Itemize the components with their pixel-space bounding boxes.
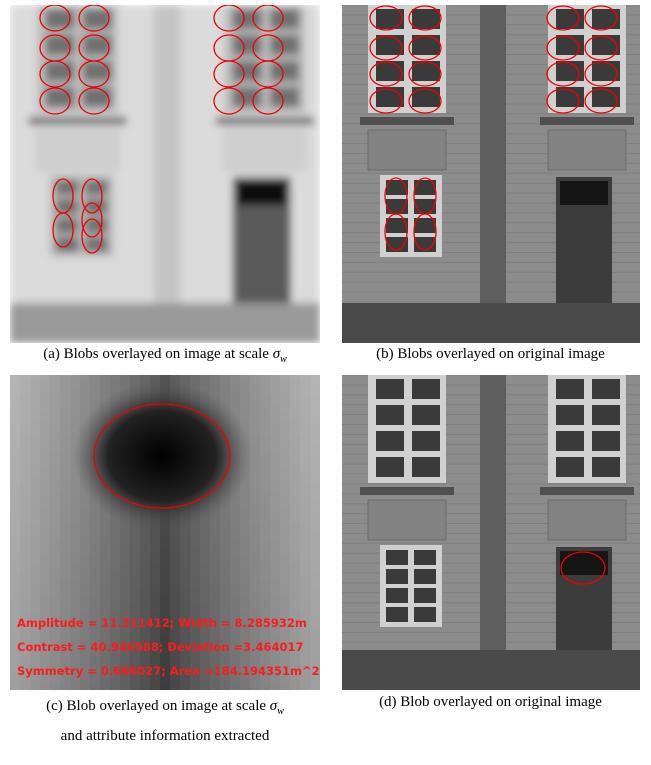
ledge <box>360 117 454 125</box>
window-pane <box>556 9 584 29</box>
window-pane <box>592 9 620 29</box>
ledge <box>360 487 454 495</box>
window-pane <box>386 550 408 565</box>
window-pane <box>592 379 620 399</box>
window-pane <box>376 35 404 55</box>
window-pane <box>412 379 440 399</box>
caption-text: (b) Blobs overlayed on original image <box>376 346 605 362</box>
window-pane <box>270 61 299 81</box>
caption-subscript: w <box>280 354 287 365</box>
panel-b-image <box>342 5 640 343</box>
panel-c-image: Amplitude = 11.311412; Width = 8.285932m… <box>10 375 320 690</box>
window-pane <box>414 588 436 603</box>
window-pane <box>412 9 440 29</box>
window-pane <box>414 550 436 565</box>
ledge <box>29 117 127 125</box>
panel <box>548 500 626 540</box>
window-pane <box>556 457 584 477</box>
window-pane <box>412 431 440 451</box>
caption-subscript: w <box>277 706 284 717</box>
window-pane <box>85 180 108 195</box>
blurred-facade <box>10 5 320 343</box>
caption-text: (c) Blob overlayed on image at scale <box>46 698 270 714</box>
window-pane <box>412 457 440 477</box>
window-pane <box>56 180 79 195</box>
panel-d-image <box>342 375 640 702</box>
window-pane <box>270 35 299 55</box>
figure-images: Amplitude = 11.311412; Width = 8.285932m… <box>0 0 651 765</box>
window-pane <box>83 35 112 55</box>
caption-text: and attribute information extracted <box>61 728 270 744</box>
window-pane <box>386 569 408 584</box>
window-pane <box>592 457 620 477</box>
caption-text: (d) Blob overlayed on original image <box>379 694 602 710</box>
ground <box>10 303 320 343</box>
pilaster <box>480 375 506 690</box>
ground <box>342 303 640 343</box>
panel <box>548 130 626 170</box>
caption-b: (b) Blobs overlayed on original image <box>330 346 651 363</box>
window-pane <box>376 61 404 81</box>
caption-symbol: σ <box>273 346 280 362</box>
panel-a-image <box>10 5 320 343</box>
caption-a: (a) Blobs overlayed on image at scale σw <box>0 346 330 365</box>
window-pane <box>414 569 436 584</box>
panel <box>368 500 446 540</box>
panel <box>37 130 118 170</box>
window-pane <box>270 9 299 29</box>
window-pane <box>386 588 408 603</box>
panel <box>368 130 446 170</box>
window-pane <box>83 61 112 81</box>
window-pane <box>556 61 584 81</box>
window-pane <box>85 237 108 252</box>
overlay-text: Contrast = 40.946588; Deviation =3.46401… <box>17 640 304 654</box>
pilaster <box>480 5 506 343</box>
window-pane <box>56 218 79 233</box>
window-pane <box>556 379 584 399</box>
window-pane <box>414 607 436 622</box>
figure: Amplitude = 11.311412; Width = 8.285932m… <box>0 0 651 765</box>
window-pane <box>376 457 404 477</box>
panel <box>224 130 305 170</box>
window-pane <box>412 405 440 425</box>
door-top <box>237 181 287 205</box>
window-pane <box>376 405 404 425</box>
window-pane <box>414 199 436 214</box>
caption-d: (d) Blob overlayed on original image <box>330 694 651 711</box>
window-pane <box>592 431 620 451</box>
window-pane <box>376 431 404 451</box>
window-pane <box>233 9 262 29</box>
window-pane <box>592 405 620 425</box>
window-pane <box>386 607 408 622</box>
caption-text: (a) Blobs overlayed on image at scale <box>43 346 273 362</box>
ledge <box>540 117 634 125</box>
window-pane <box>556 35 584 55</box>
ground <box>342 650 640 690</box>
window-pane <box>270 87 299 107</box>
window-pane <box>556 431 584 451</box>
ledge <box>540 487 634 495</box>
door-top <box>560 551 608 575</box>
door-top <box>560 181 608 205</box>
overlay-text: Amplitude = 11.311412; Width = 8.285932m <box>17 616 307 630</box>
window-pane <box>412 87 440 107</box>
overlay-text: Symmetry = 0.666027; Area =184.194351m^2 <box>17 664 320 678</box>
pilaster <box>154 5 181 343</box>
window-pane <box>376 379 404 399</box>
ledge <box>216 117 314 125</box>
window-pane <box>556 405 584 425</box>
window-pane <box>56 237 79 252</box>
